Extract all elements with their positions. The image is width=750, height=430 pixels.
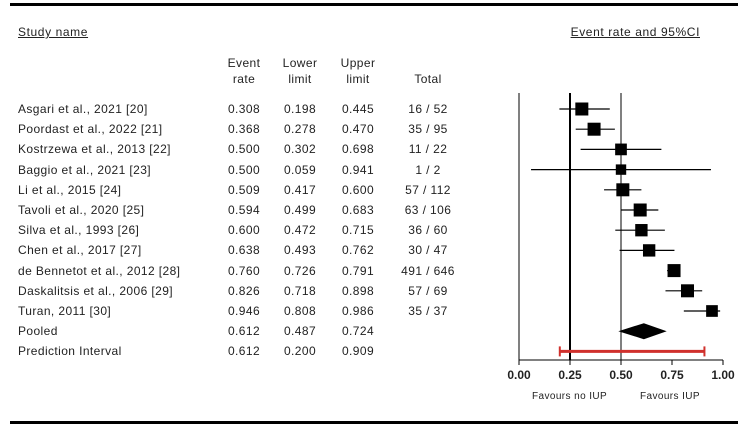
event-rate-header-line1: Event [227,56,261,70]
event-rate-header-line2: rate [232,72,256,86]
lower-limit-value: 0.059 [283,162,317,177]
study-marker [587,122,601,136]
upper-limit-value: 0.600 [341,182,375,197]
upper-limit-header: Upper limit [330,55,386,87]
study-marker [615,164,627,175]
prediction-rate-value: 0.612 [227,344,261,359]
total-value: 11 / 22 [408,142,448,157]
total-value: 491 / 646 [401,263,455,278]
event-rate-value: 0.826 [227,283,261,298]
pooled-rate-value: 0.612 [227,324,261,339]
total-header: Total [414,72,442,86]
x-tick-label: 0.00 [507,368,531,382]
upper-limit-value: 0.986 [341,304,375,318]
study-name: Li et al., 2015 [24] [18,182,122,197]
study-marker [635,224,648,237]
event-rate-header: Event rate [216,55,272,87]
total-value: 30 / 47 [408,243,448,258]
x-tick-label: 0.75 [660,368,684,382]
study-marker [667,264,681,278]
study-marker [642,244,656,257]
study-marker [633,203,647,217]
lower-limit-value: 0.302 [283,142,317,157]
event-rate-value: 0.368 [227,122,261,137]
upper-limit-value: 0.791 [341,263,375,278]
upper-limit-value: 0.715 [341,223,375,238]
upper-limit-value: 0.470 [341,122,375,137]
prediction-lower-value: 0.200 [283,344,317,359]
prediction-interval-label: Prediction Interval [18,344,122,359]
total-value: 57 / 112 [405,182,451,197]
top-rule [10,3,738,6]
upper-limit-header-line1: Upper [340,56,376,70]
study-name: Tavoli et al., 2020 [25] [18,203,145,217]
total-value: 35 / 37 [408,304,448,318]
pooled-upper-value: 0.724 [341,324,375,339]
study-marker [615,143,627,156]
event-rate-value: 0.600 [227,223,261,238]
x-tick-label: 0.25 [558,368,582,382]
lower-limit-value: 0.499 [283,203,317,217]
lower-limit-value: 0.198 [283,102,317,116]
event-rate-value: 0.308 [227,102,261,116]
upper-limit-value: 0.698 [341,142,375,157]
study-name: Chen et al., 2017 [27] [18,243,142,258]
study-name: Poordast et al., 2022 [21] [18,122,163,137]
study-name: Baggio et al., 2021 [23] [18,162,152,177]
total-value: 1 / 2 [415,162,441,177]
event-rate-value: 0.509 [227,182,261,197]
x-tick-label: 1.00 [711,368,735,382]
event-rate-value: 0.500 [227,162,261,177]
study-name: Daskalitsis et al., 2006 [29] [18,283,174,298]
upper-limit-value: 0.941 [341,162,375,177]
bottom-rule [10,421,738,424]
lower-limit-header: Lower limit [272,55,328,87]
upper-limit-value: 0.683 [341,203,375,217]
favours-iup-label: Favours IUP [640,391,700,402]
lower-limit-value: 0.726 [283,263,317,278]
total-value: 63 / 106 [404,203,452,217]
plot-title: Event rate and 95%CI [570,25,700,39]
study-marker [681,284,695,298]
study-marker [575,102,589,116]
study-name: Asgari et al., 2021 [20] [18,102,148,116]
pooled-lower-value: 0.487 [283,324,317,339]
lower-limit-value: 0.417 [283,182,317,197]
upper-limit-value: 0.898 [341,283,375,298]
lower-limit-header-line2: limit [288,72,312,86]
lower-limit-value: 0.278 [283,122,317,137]
study-name: Turan, 2011 [30] [18,304,112,318]
lower-limit-header-line1: Lower [282,56,318,70]
upper-limit-value: 0.445 [341,102,375,116]
total-value: 16 / 52 [408,102,448,116]
x-tick-label: 0.50 [609,368,633,382]
upper-limit-value: 0.762 [341,243,375,258]
lower-limit-value: 0.493 [283,243,317,258]
event-rate-value: 0.760 [227,263,261,278]
event-rate-value: 0.594 [227,203,261,217]
study-name: Kostrzewa et al., 2013 [22] [18,142,171,157]
upper-limit-header-line2: limit [346,72,370,86]
event-rate-value: 0.638 [227,243,261,258]
lower-limit-value: 0.472 [283,223,317,238]
total-value: 36 / 60 [408,223,448,238]
study-marker [706,305,718,317]
lower-limit-value: 0.808 [283,304,317,318]
lower-limit-value: 0.718 [283,283,317,298]
study-name: Silva et al., 1993 [26] [18,223,140,238]
total-value: 35 / 95 [408,122,448,137]
study-marker [616,183,630,197]
study-name-header: Study name [18,25,89,39]
favours-no-iup-label: Favours no IUP [532,391,608,402]
pooled-label: Pooled [18,324,58,339]
prediction-upper-value: 0.909 [341,344,375,359]
event-rate-value: 0.946 [227,304,261,318]
pooled-diamond [618,323,667,340]
study-name: de Bennetot et al., 2012 [28] [18,263,181,278]
event-rate-value: 0.500 [227,142,261,157]
total-value: 57 / 69 [408,283,448,298]
